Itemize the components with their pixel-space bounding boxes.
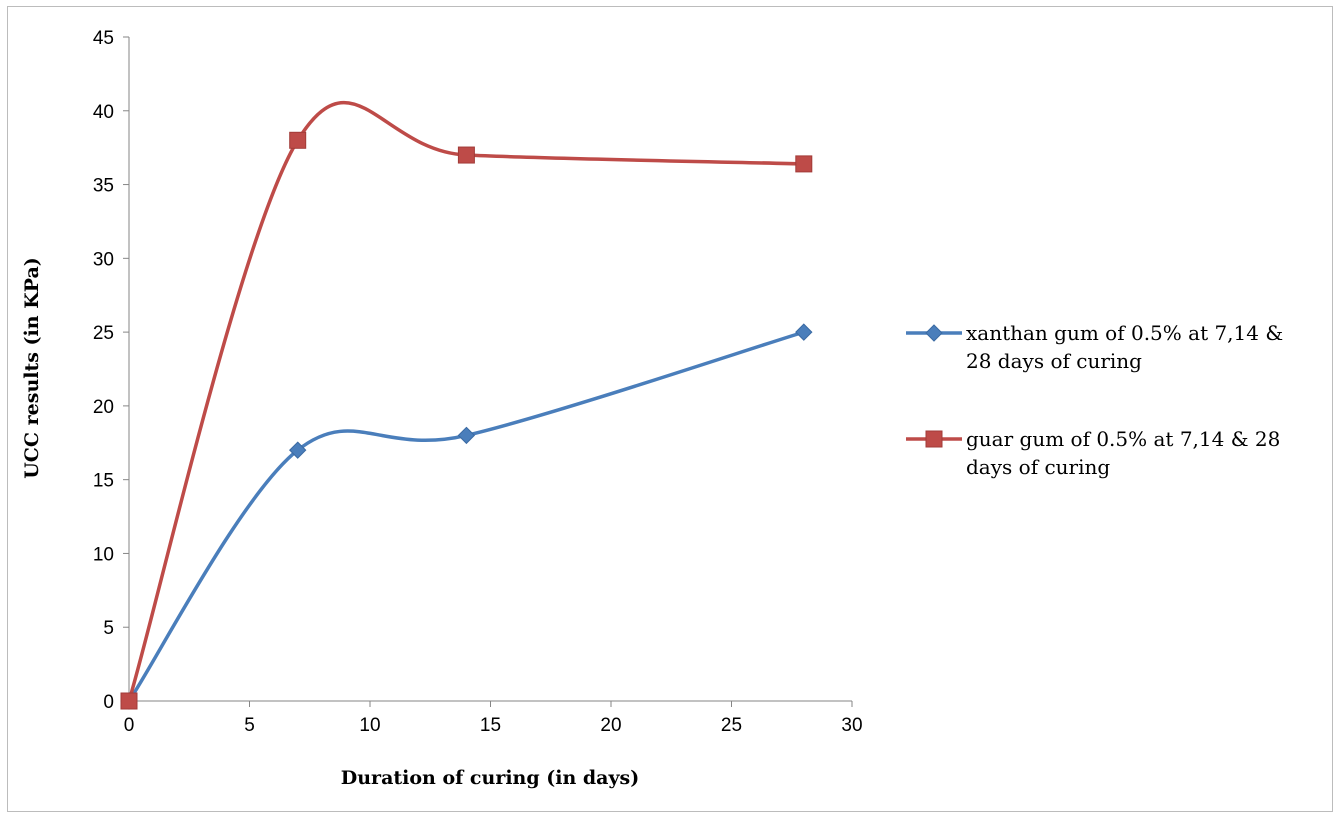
series-layer [120,101,813,710]
chart-frame [7,6,1333,812]
y-tick-label: 35 [93,176,114,197]
data-point [457,426,476,445]
y-ticks: 0 5 10 15 20 25 30 35 40 45 [93,28,129,713]
y-tick-label: 0 [103,692,114,713]
y-tick-label: 25 [93,323,114,344]
legend: xanthan gum of 0.5% at 7,14 & 28 days of … [906,321,1283,479]
legend-entry: xanthan gum of 0.5% at 7,14 & 28 days of … [906,321,1283,373]
y-tick-label: 10 [93,544,114,565]
data-point [795,155,813,173]
legend-label: days of curing [966,455,1110,479]
legend-marker [925,430,943,448]
x-axis-title: Duration of curing (in days) [341,767,639,789]
legend-label: 28 days of curing [966,349,1142,373]
x-tick-label: 0 [124,715,135,736]
legend-marker [925,324,943,342]
data-point [288,441,307,459]
y-tick-label: 20 [93,397,114,418]
data-point [120,692,138,710]
series-line [127,330,805,702]
x-tick-label: 10 [359,715,380,736]
series-line [127,101,804,702]
x-tick-label: 15 [480,715,501,736]
series-0 [120,323,813,710]
y-axis-title: UCC results (in KPa) [21,257,43,479]
series-1 [120,101,813,710]
x-tick-label: 25 [721,715,742,736]
legend-entry: guar gum of 0.5% at 7,14 & 28 days of cur… [906,427,1280,479]
legend-label: guar gum of 0.5% at 7,14 & 28 [966,427,1280,451]
data-point [795,323,813,341]
axes [128,37,852,702]
legend-label: xanthan gum of 0.5% at 7,14 & [966,321,1283,345]
data-point [457,146,475,164]
y-tick-label: 15 [93,471,114,492]
y-tick-label: 30 [93,249,114,270]
x-tick-label: 30 [841,715,862,736]
data-point [289,131,307,149]
x-tick-label: 5 [244,715,255,736]
x-ticks: 0 5 10 15 20 25 30 [124,701,863,736]
y-tick-label: 5 [103,618,114,639]
x-tick-label: 20 [600,715,621,736]
y-tick-label: 45 [93,28,114,49]
y-tick-label: 40 [93,102,114,123]
